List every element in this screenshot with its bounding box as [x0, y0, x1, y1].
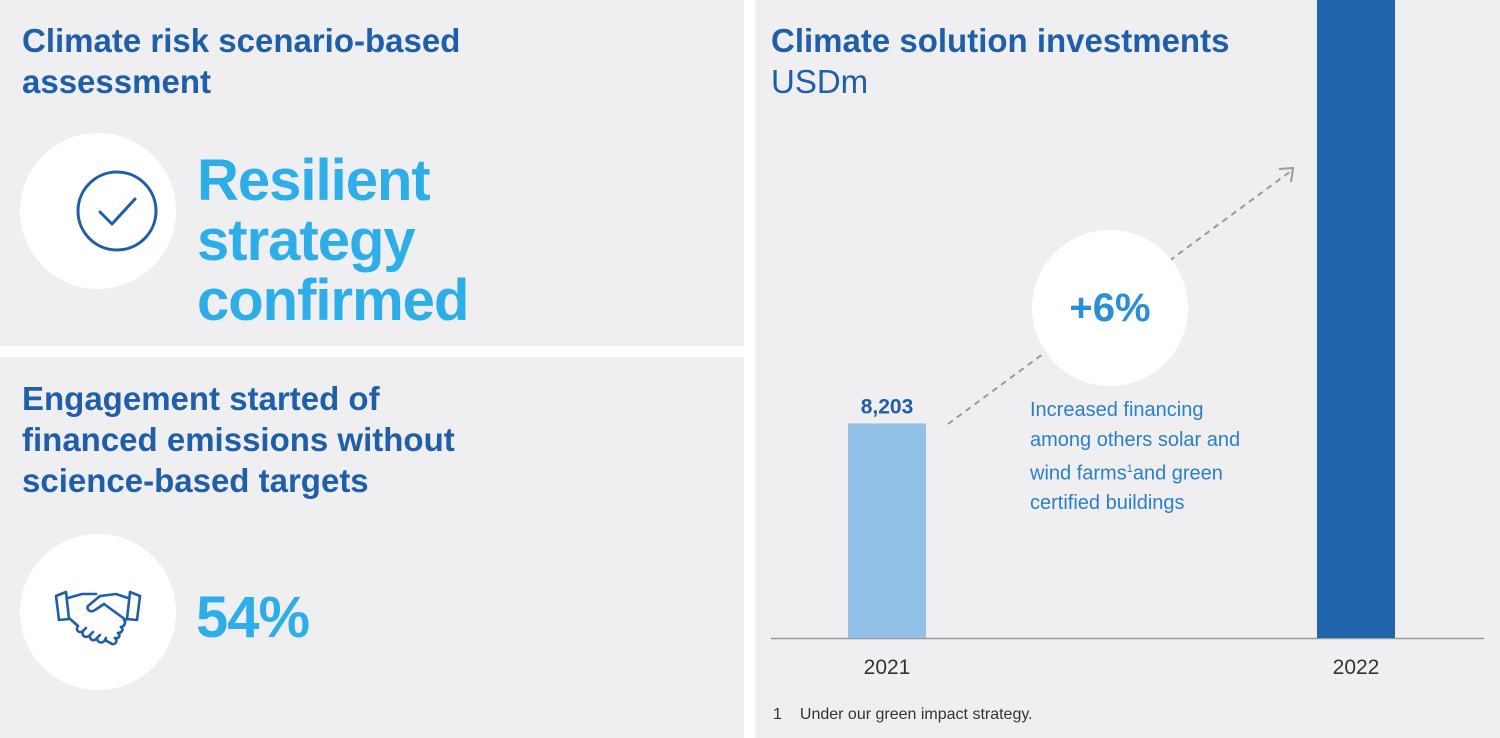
annotation-line: Increased financing [1030, 399, 1204, 421]
x-tick-label: 2021 [864, 656, 911, 679]
x-tick-label: 2022 [1333, 656, 1380, 679]
annotation-line: among others solar and [1030, 428, 1241, 451]
bar-2021 [848, 423, 926, 638]
heading-line: financed emissions without [22, 421, 455, 458]
chart-annotation: Increased financing among others solar a… [1030, 396, 1290, 519]
stat-line: Resilient [197, 148, 431, 213]
risk-assessment-heading: Climate risk scenario-based assessment [22, 22, 461, 100]
growth-label: +6% [1069, 285, 1151, 330]
trend-arrow-head [1278, 166, 1295, 183]
handshake-icon-circle [20, 534, 176, 690]
resilient-strategy-stat: Resilient strategy confirmed [197, 148, 469, 333]
engagement-heading: Engagement started of financed emissions… [22, 378, 722, 501]
annotation-line: wind farms1and green [1030, 455, 1290, 489]
footnote-marker: 1 [1126, 463, 1133, 475]
handshake-icon [54, 590, 142, 646]
check-icon-circle [20, 133, 176, 289]
bar-2022 [1317, 0, 1395, 639]
chart-subtitle: USDm [771, 63, 869, 100]
growth-badge: +6% [1032, 230, 1188, 386]
stat-line: strategy [197, 208, 416, 273]
footnote-number: 1 [773, 706, 782, 723]
check-circle-icon [76, 170, 158, 252]
footnote: 1 Under our green impact strategy. [773, 705, 1033, 725]
stat-line: confirmed [197, 268, 469, 333]
heading-line: science-based targets [22, 462, 369, 499]
annotation-text: wind farms [1030, 462, 1127, 485]
annotation-line: certified buildings [1030, 492, 1185, 515]
heading-line: Engagement started of [22, 380, 380, 417]
chart-title: Climate solution investments [771, 22, 1230, 59]
footnote-text: Under our green impact strategy. [799, 706, 1033, 723]
engagement-percentage: 54% [196, 585, 310, 650]
bar-value-label: 8,203 [861, 395, 914, 418]
annotation-text: and green [1132, 462, 1223, 485]
